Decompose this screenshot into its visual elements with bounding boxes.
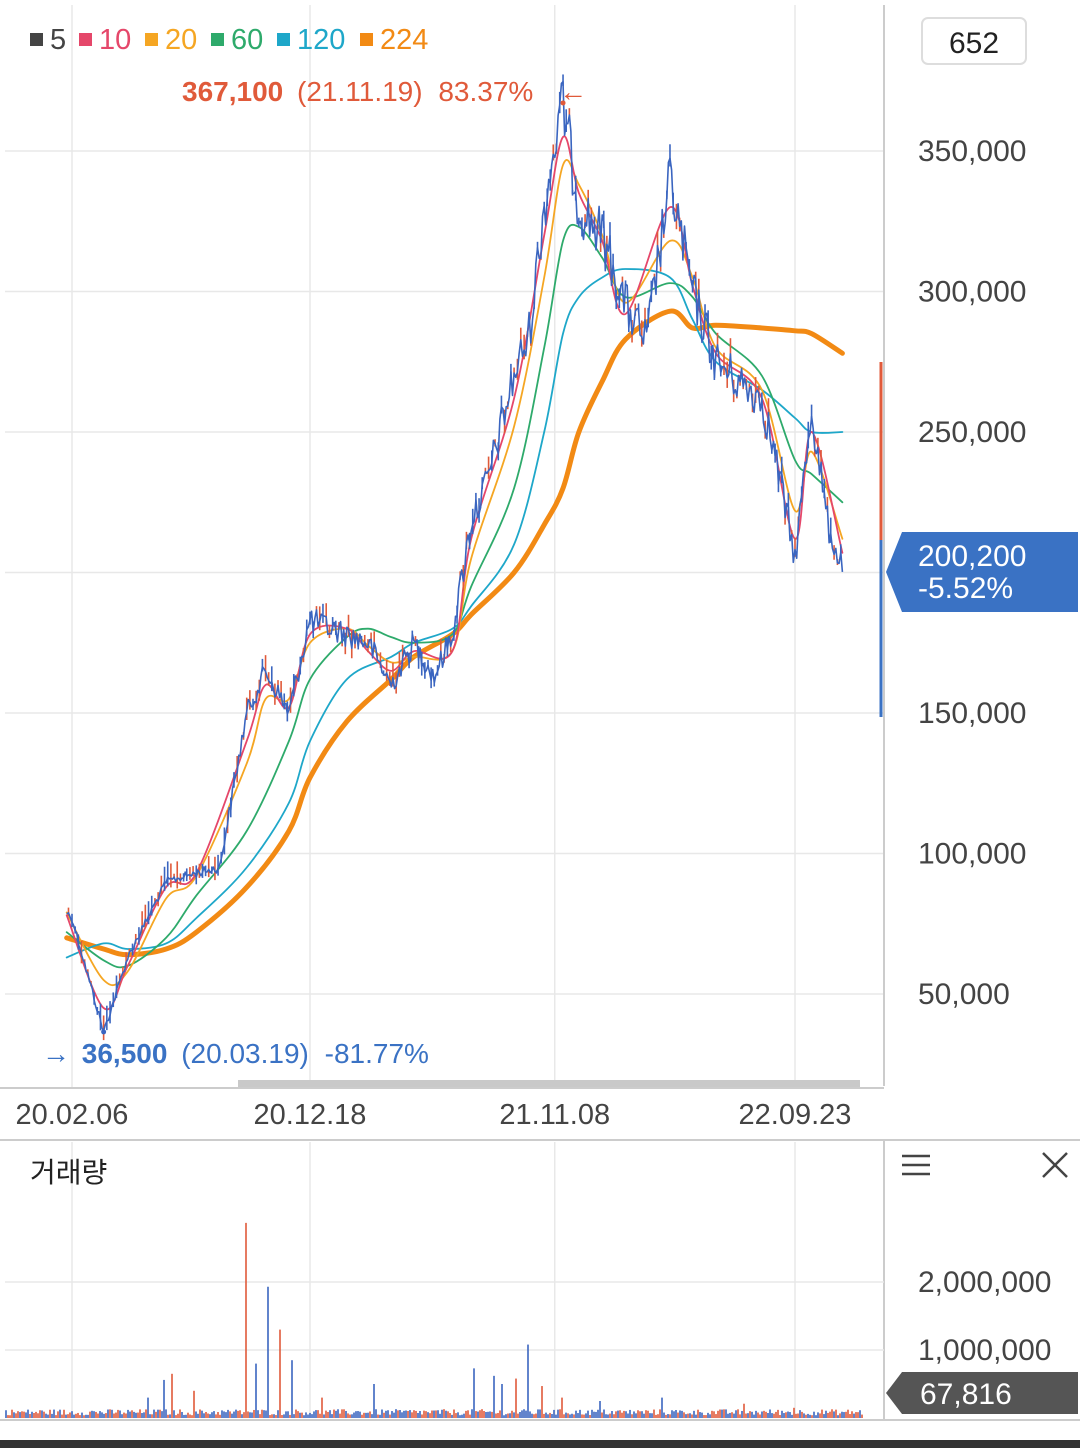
price-y-tick-label: 350,000 <box>918 135 1026 168</box>
low-marker-arrow: → <box>42 1038 70 1069</box>
series-line-ma60 <box>65 223 844 969</box>
current-price-value: 200,200 <box>918 540 1026 573</box>
legend-swatch <box>211 33 224 46</box>
legend-label: 120 <box>297 24 345 56</box>
price-grid <box>5 5 884 1418</box>
current-volume-tag <box>886 1372 1078 1414</box>
date-x-tick-label: 20.12.18 <box>254 1099 367 1131</box>
legend-label: 10 <box>99 24 131 56</box>
low-marker-value: 36,500 <box>82 1038 168 1069</box>
legend-swatch <box>79 33 92 46</box>
low-point <box>101 1029 107 1035</box>
low-marker-date: (20.03.19) <box>181 1038 309 1069</box>
legend-label: 5 <box>50 24 66 56</box>
high-marker-arrow: ← <box>559 76 587 107</box>
volume-y-axis: 2,000,000 1,000,000 <box>918 1266 1051 1367</box>
price-y-tick-label: 50,000 <box>918 978 1010 1011</box>
high-marker: 367,100 (21.11.19) 83.37% ← <box>182 76 587 107</box>
moving-average-legend: 5 10 20 60 120 224 <box>30 24 428 56</box>
legend-swatch <box>30 33 43 46</box>
series-line-ma120 <box>65 268 844 959</box>
count-box-frame <box>921 17 1027 65</box>
legend-swatch <box>277 33 290 46</box>
volume-panel-title: 거래량 <box>30 1156 107 1189</box>
close-icon[interactable] <box>1042 1152 1068 1178</box>
legend-swatch <box>145 33 158 46</box>
horizontal-scrollbar[interactable] <box>238 1080 860 1088</box>
high-marker-date: (21.11.19) <box>297 76 423 107</box>
current-price-change: -5.52% <box>918 572 1013 605</box>
price-y-tick-label: 100,000 <box>918 838 1026 871</box>
volume-grid <box>5 1281 884 1351</box>
date-x-tick-label: 21.11.08 <box>499 1099 610 1131</box>
series-line-ma20 <box>65 159 844 987</box>
count-box[interactable]: 652 <box>949 27 999 60</box>
volume-y-tick-label: 2,000,000 <box>918 1266 1051 1299</box>
low-marker-pct: -81.77% <box>325 1038 429 1069</box>
series-line-ma224 <box>64 308 845 958</box>
high-marker-pct: 83.37% <box>438 76 533 107</box>
high-point <box>560 100 566 106</box>
price-y-axis: 350,000300,000250,000200,000150,000100,0… <box>918 135 1026 1011</box>
legend-swatch <box>360 33 373 46</box>
volume-y-tick-label: 1,000,000 <box>918 1334 1051 1367</box>
current-volume-value: 67,816 <box>920 1378 1012 1411</box>
hamburger-menu-icon[interactable] <box>902 1154 930 1176</box>
price-series-layer <box>64 74 845 1041</box>
date-x-axis: 20.02.06 20.12.18 21.11.08 22.09.23 <box>16 1099 852 1131</box>
legend-label: 20 <box>165 24 197 56</box>
current-price-tag <box>886 532 1078 612</box>
date-x-tick-label: 22.09.23 <box>739 1099 852 1131</box>
price-y-tick-label: 150,000 <box>918 697 1026 730</box>
price-y-tick-label: 300,000 <box>918 276 1026 309</box>
high-marker-value: 367,100 <box>182 76 283 107</box>
bottom-edge-bar <box>0 1440 1080 1448</box>
price-y-tick-label: 250,000 <box>918 416 1026 449</box>
series-line-5 <box>66 80 844 1032</box>
legend-label: 224 <box>380 24 428 56</box>
legend-label: 60 <box>231 24 263 56</box>
date-x-tick-label: 20.02.06 <box>16 1099 129 1131</box>
low-marker: → 36,500 (20.03.19) -81.77% <box>42 1038 429 1069</box>
volume-bars <box>5 1222 863 1418</box>
